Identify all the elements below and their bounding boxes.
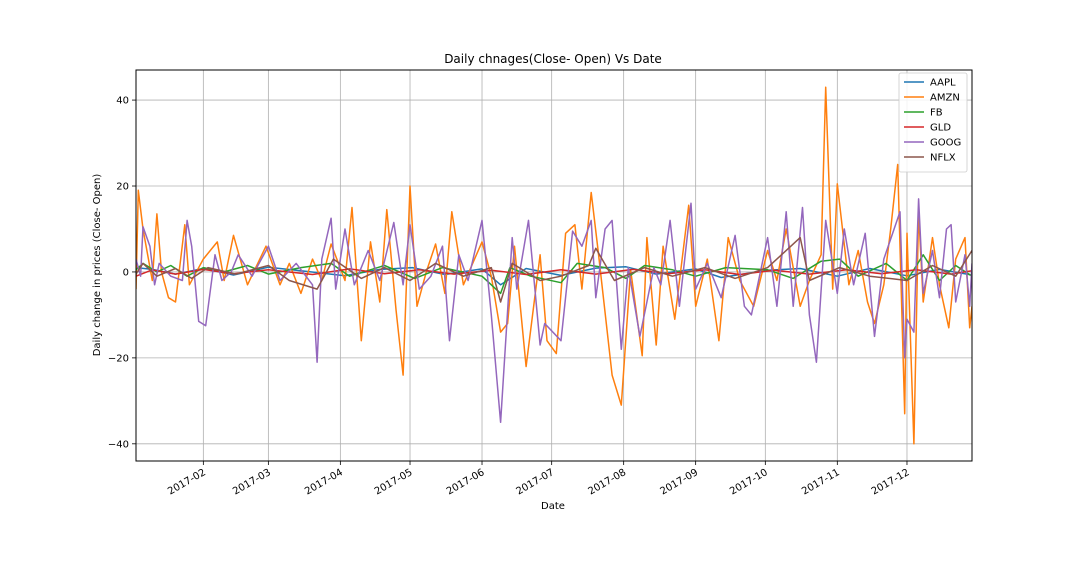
y-axis-ticks: −40 −20 0 20 40 [108, 96, 136, 450]
legend-label: GLD [930, 123, 951, 134]
y-tick-label: −20 [108, 353, 129, 364]
y-axis-label: Daily change in prices (Close- Open) [92, 174, 103, 357]
legend: AAPL AMZN FB GLD GOOG NFLX [898, 72, 968, 173]
y-tick-label: 0 [123, 267, 129, 278]
y-tick-label: −40 [108, 439, 129, 450]
series-line-nflx [136, 236, 972, 303]
plot-area [136, 86, 972, 445]
legend-label: AAPL [930, 78, 956, 89]
y-tick-label: 20 [116, 182, 129, 193]
legend-label: NFLX [930, 153, 956, 164]
series-lines [136, 86, 972, 445]
legend-label: AMZN [930, 93, 960, 104]
legend-label: GOOG [930, 138, 961, 149]
y-tick-label: 40 [116, 96, 129, 107]
x-axis-label: Date [541, 501, 565, 512]
legend-label: FB [930, 108, 943, 119]
series-line-amzn [136, 86, 972, 445]
series-line-goog [136, 198, 972, 424]
plot-frame [135, 69, 973, 462]
chart-title: Daily chnages(Close- Open) Vs Date [444, 52, 662, 66]
